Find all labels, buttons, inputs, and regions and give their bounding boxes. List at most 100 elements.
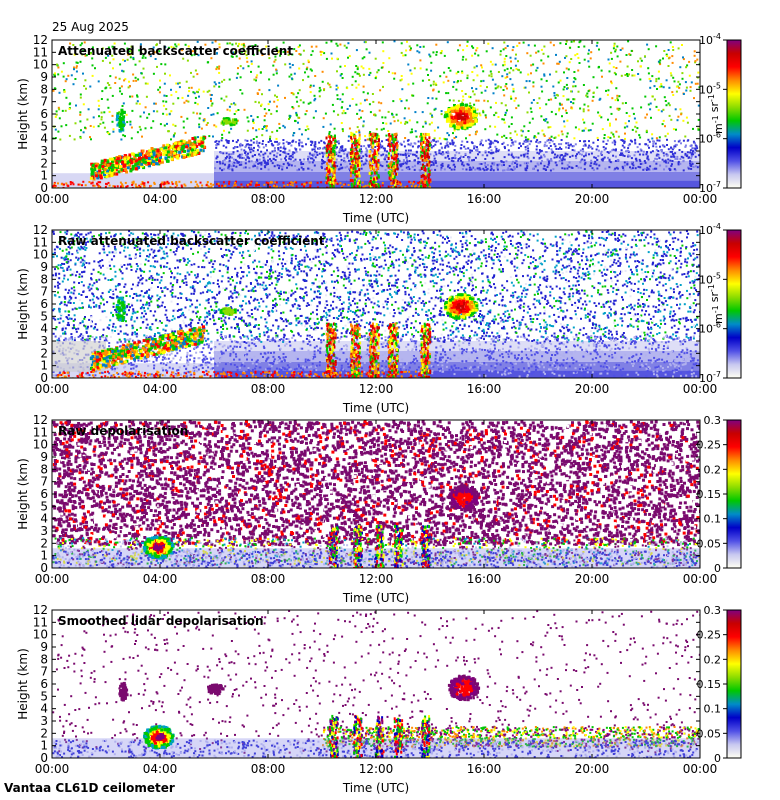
colorbar-tick-label: 10-4 <box>699 32 721 47</box>
colorbar-tick-label: 0.15 <box>697 488 722 501</box>
x-tick-label: 08:00 <box>251 382 286 396</box>
x-tick-label: 12:00 <box>359 762 394 776</box>
y-tick-label: 7 <box>40 95 48 109</box>
y-tick-label: 11 <box>33 45 48 59</box>
y-tick-label: 4 <box>40 322 48 336</box>
y-axis-label: Height (km) <box>16 648 30 719</box>
y-tick-label: 2 <box>40 346 48 360</box>
y-axis-label: Height (km) <box>16 78 30 149</box>
colorbar-tick-label: 0.05 <box>697 727 722 740</box>
colorbar-tick-label: 10-6 <box>699 131 721 146</box>
y-tick-label: 3 <box>40 334 48 348</box>
y-tick-label: 8 <box>40 82 48 96</box>
x-tick-label: 08:00 <box>251 762 286 776</box>
x-tick-label: 00:00 <box>35 762 70 776</box>
colorbar-unit: m-1sr-1 <box>707 94 725 134</box>
colorbar-tick-label: 0.25 <box>697 629 722 642</box>
y-tick-label: 4 <box>40 132 48 146</box>
panel-title: Raw attenuated backscatter coefficient <box>58 234 325 248</box>
x-tick-label: 00:00 <box>35 192 70 206</box>
colorbar-tick-label: 10-5 <box>699 81 721 96</box>
colorbar-tick-label: 0.1 <box>704 703 722 716</box>
x-tick-label: 08:00 <box>251 192 286 206</box>
x-tick-label: 16:00 <box>467 572 502 586</box>
panel-4: Smoothed lidar depolarisation01234567891… <box>16 603 742 795</box>
x-tick-label: 16:00 <box>467 762 502 776</box>
y-tick-label: 0 <box>40 561 48 575</box>
colorbar-tick-label: 0.05 <box>697 537 722 550</box>
x-tick-label: 00:00 <box>683 572 718 586</box>
panel-2: Raw attenuated backscatter coefficient 0 1… <box>16 222 742 415</box>
colorbar-tick-label: 0.3 <box>704 604 722 617</box>
y-tick-label: 5 <box>40 499 48 513</box>
y-tick-label: 7 <box>40 665 48 679</box>
y-tick-label: 10 <box>33 248 48 262</box>
y-tick-label: 9 <box>40 260 48 274</box>
x-tick-label: 20:00 <box>575 762 610 776</box>
x-tick-label: 04:00 <box>143 762 178 776</box>
y-tick-label: 4 <box>40 512 48 526</box>
y-tick-label: 11 <box>33 235 48 249</box>
y-tick-label: 0 <box>40 181 48 195</box>
colorbar <box>726 229 742 379</box>
colorbar-unit: m-1sr-1 <box>707 284 725 324</box>
x-tick-label: 04:00 <box>143 572 178 586</box>
panel-title: Attenuated backscatter coefficient <box>58 44 293 58</box>
colorbar-tick-label: 10-7 <box>699 180 721 195</box>
heatmap-field <box>52 230 700 378</box>
y-tick-label: 6 <box>40 107 48 121</box>
y-tick-label: 5 <box>40 689 48 703</box>
y-tick-label: 8 <box>40 652 48 666</box>
colorbar <box>726 419 742 569</box>
y-tick-label: 3 <box>40 714 48 728</box>
colorbar <box>726 39 742 189</box>
x-tick-label: 00:00 <box>683 762 718 776</box>
heatmap-field <box>52 610 700 758</box>
x-tick-label: 12:00 <box>359 382 394 396</box>
panel-1: Attenuated backscatter coefficient012345… <box>16 32 742 225</box>
y-tick-label: 2 <box>40 726 48 740</box>
colorbar-tick-label: 10-7 <box>699 370 721 385</box>
x-tick-label: 12:00 <box>359 572 394 586</box>
y-tick-label: 10 <box>33 628 48 642</box>
colorbar-tick-label: 10-4 <box>699 222 721 237</box>
y-tick-label: 12 <box>33 33 48 47</box>
panel-title: Raw depolarisation <box>58 424 188 438</box>
panel-title: Smoothed lidar depolarisation <box>58 614 264 628</box>
y-tick-label: 8 <box>40 272 48 286</box>
y-axis-label: Height (km) <box>16 268 30 339</box>
y-tick-label: 5 <box>40 119 48 133</box>
x-tick-label: 08:00 <box>251 572 286 586</box>
y-tick-label: 2 <box>40 156 48 170</box>
colorbar-tick-label: 10-5 <box>699 271 721 286</box>
y-tick-label: 9 <box>40 640 48 654</box>
y-tick-label: 0 <box>40 371 48 385</box>
y-tick-label: 2 <box>40 536 48 550</box>
y-tick-label: 7 <box>40 475 48 489</box>
x-axis-label: Time (UTC) <box>342 781 409 795</box>
instrument-label: Vantaa CL61D ceilometer <box>4 781 175 795</box>
colorbar-tick-label: 0.3 <box>704 414 722 427</box>
x-axis-label: Time (UTC) <box>342 591 409 605</box>
y-tick-label: 1 <box>40 169 48 183</box>
y-tick-label: 8 <box>40 462 48 476</box>
y-tick-label: 1 <box>40 739 48 753</box>
x-tick-label: 04:00 <box>143 382 178 396</box>
colorbar-tick-label: 0 <box>714 752 721 765</box>
y-tick-label: 10 <box>33 58 48 72</box>
colorbar-tick-label: 0.15 <box>697 678 722 691</box>
y-tick-label: 7 <box>40 285 48 299</box>
y-tick-label: 12 <box>33 223 48 237</box>
x-tick-label: 20:00 <box>575 192 610 206</box>
x-tick-label: 12:00 <box>359 192 394 206</box>
x-tick-label: 00:00 <box>35 572 70 586</box>
x-tick-label: 20:00 <box>575 382 610 396</box>
y-tick-label: 5 <box>40 309 48 323</box>
colorbar-tick-label: 0.2 <box>704 653 722 666</box>
colorbar <box>726 609 742 759</box>
x-tick-label: 04:00 <box>143 192 178 206</box>
y-tick-label: 3 <box>40 524 48 538</box>
y-tick-label: 3 <box>40 144 48 158</box>
y-tick-label: 12 <box>33 603 48 617</box>
